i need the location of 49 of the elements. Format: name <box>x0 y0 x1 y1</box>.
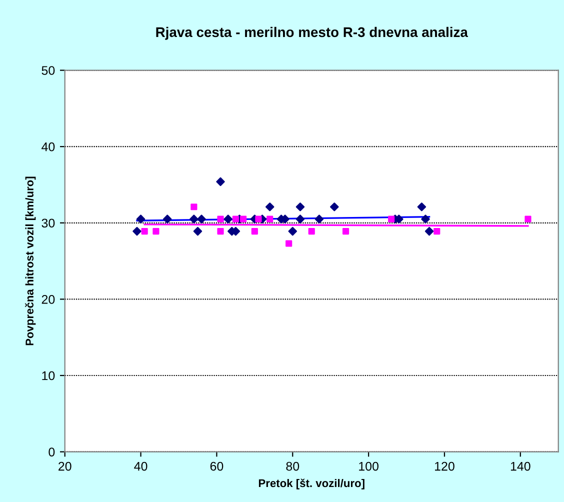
y-tick-label: 0 <box>48 448 55 456</box>
point <box>296 202 305 212</box>
point <box>342 228 350 235</box>
x-tick-label: 20 <box>58 462 72 471</box>
y-tick-label: 10 <box>42 371 55 380</box>
point <box>136 214 146 224</box>
point <box>266 216 274 222</box>
point <box>190 204 198 210</box>
point <box>251 228 258 235</box>
point <box>132 226 142 236</box>
point <box>286 240 292 247</box>
point <box>330 202 339 212</box>
point <box>417 202 426 212</box>
y-axis-title: Povprečna hitrost vozil [km/uro] <box>25 176 36 346</box>
point <box>152 228 160 235</box>
y-tick-label: 50 <box>42 66 55 75</box>
point <box>141 228 148 235</box>
point <box>240 216 247 222</box>
point <box>162 214 172 224</box>
x-tick-label: 140 <box>510 462 530 471</box>
point <box>524 216 532 222</box>
point <box>224 214 232 224</box>
point <box>232 216 239 222</box>
point <box>190 214 198 224</box>
x-tick-label: 80 <box>286 462 300 471</box>
point <box>308 228 315 235</box>
y-tick-label: 30 <box>42 218 55 228</box>
x-tick-label: 120 <box>435 462 454 471</box>
point <box>421 214 430 224</box>
y-tick-label: 20 <box>42 294 55 304</box>
point <box>288 226 297 236</box>
point <box>314 214 324 224</box>
y-tick-label: 40 <box>42 142 55 152</box>
point <box>216 177 225 186</box>
point <box>193 226 202 236</box>
point <box>424 226 434 236</box>
chart-title: Rjava cesta - merilno mesto R-3 dnevna analiza <box>156 26 468 40</box>
x-tick-label: 60 <box>210 462 224 471</box>
point <box>197 214 206 224</box>
point <box>296 214 305 224</box>
point <box>217 216 224 222</box>
point <box>388 216 395 222</box>
point <box>255 216 262 222</box>
point <box>217 228 224 235</box>
point <box>434 228 440 235</box>
point <box>265 202 274 212</box>
x-tick-label: 40 <box>134 462 148 471</box>
x-tick-label: 100 <box>359 462 378 471</box>
x-axis-title: Pretok [št. vozil/uro] <box>258 478 364 490</box>
